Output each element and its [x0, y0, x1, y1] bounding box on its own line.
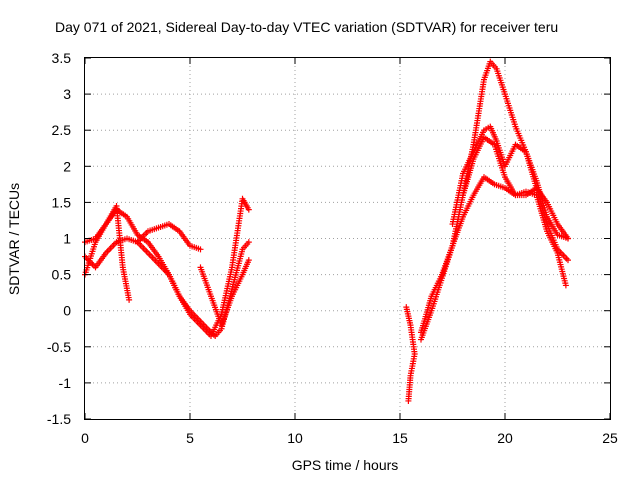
chart-title: Day 071 of 2021, Sidereal Day-to-day VTE…	[55, 19, 558, 35]
data-point	[405, 397, 412, 404]
y-tick-label: 2.5	[52, 122, 72, 138]
plot-frame	[84, 57, 611, 420]
data-point	[126, 296, 133, 303]
data-point	[562, 282, 569, 289]
y-tick-labels: -1.5 -1 -0.5 0 0.5 1 1.5 2 2.5 3 3.5	[47, 50, 71, 427]
series-track-5	[197, 257, 252, 329]
data-point	[197, 246, 204, 253]
y-tick-label: -1	[59, 375, 72, 391]
data-points	[82, 58, 571, 404]
x-tick-label: 5	[186, 430, 194, 446]
x-axis-title: GPS time / hours	[292, 457, 399, 473]
x-tick-label: 25	[602, 430, 618, 446]
axis-ticks	[84, 57, 611, 420]
x-tick-label: 10	[287, 430, 303, 446]
data-point	[245, 257, 252, 264]
series-track-7	[418, 174, 571, 336]
x-tick-label: 20	[497, 430, 513, 446]
series-track-10	[460, 58, 571, 264]
y-tick-label: 0	[63, 303, 71, 319]
grid	[85, 58, 610, 419]
data-point	[565, 257, 571, 264]
y-tick-label: -1.5	[47, 411, 71, 427]
x-tick-label: 0	[81, 430, 89, 446]
data-point	[245, 206, 252, 213]
series-track-1	[82, 203, 133, 303]
data-point	[245, 239, 252, 246]
series-track-6	[403, 304, 418, 404]
x-tick-label: 15	[392, 430, 408, 446]
x-tick-labels: 0 5 10 15 20 25	[81, 430, 618, 446]
data-point	[565, 235, 571, 242]
y-tick-label: 3.5	[52, 50, 72, 66]
y-tick-label: 0.5	[52, 267, 72, 283]
y-tick-label: 3	[63, 86, 71, 102]
y-tick-label: 2	[63, 158, 71, 174]
y-tick-label: -0.5	[47, 339, 71, 355]
y-axis-title: SDTVAR / TECUs	[6, 183, 22, 295]
y-tick-label: 1	[63, 231, 71, 247]
y-tick-label: 1.5	[52, 194, 72, 210]
